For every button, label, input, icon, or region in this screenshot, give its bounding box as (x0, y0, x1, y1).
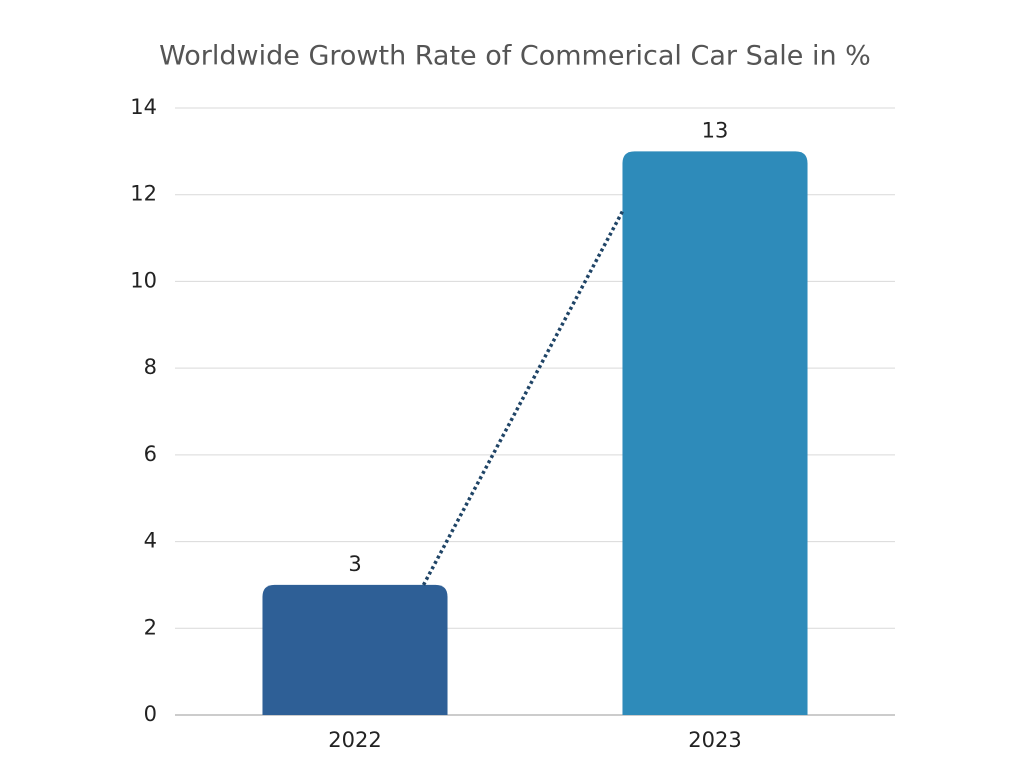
y-tick-label: 12 (130, 182, 157, 206)
chart-title: Worldwide Growth Rate of Commerical Car … (159, 41, 871, 72)
y-tick-label: 14 (130, 95, 157, 119)
value-label: 13 (702, 118, 729, 142)
y-tick-label: 10 (130, 268, 157, 292)
y-tick-label: 8 (144, 355, 157, 379)
x-tick-label: 2022 (328, 728, 381, 752)
trend-line (421, 210, 625, 586)
bar (262, 584, 448, 715)
y-tick-label: 4 (144, 529, 157, 553)
y-tick-label: 0 (144, 702, 157, 726)
x-tick-label: 2023 (688, 728, 741, 752)
bar (622, 151, 808, 715)
y-tick-label: 2 (144, 615, 157, 639)
y-tick-label: 6 (144, 442, 157, 466)
value-label: 3 (348, 552, 361, 576)
